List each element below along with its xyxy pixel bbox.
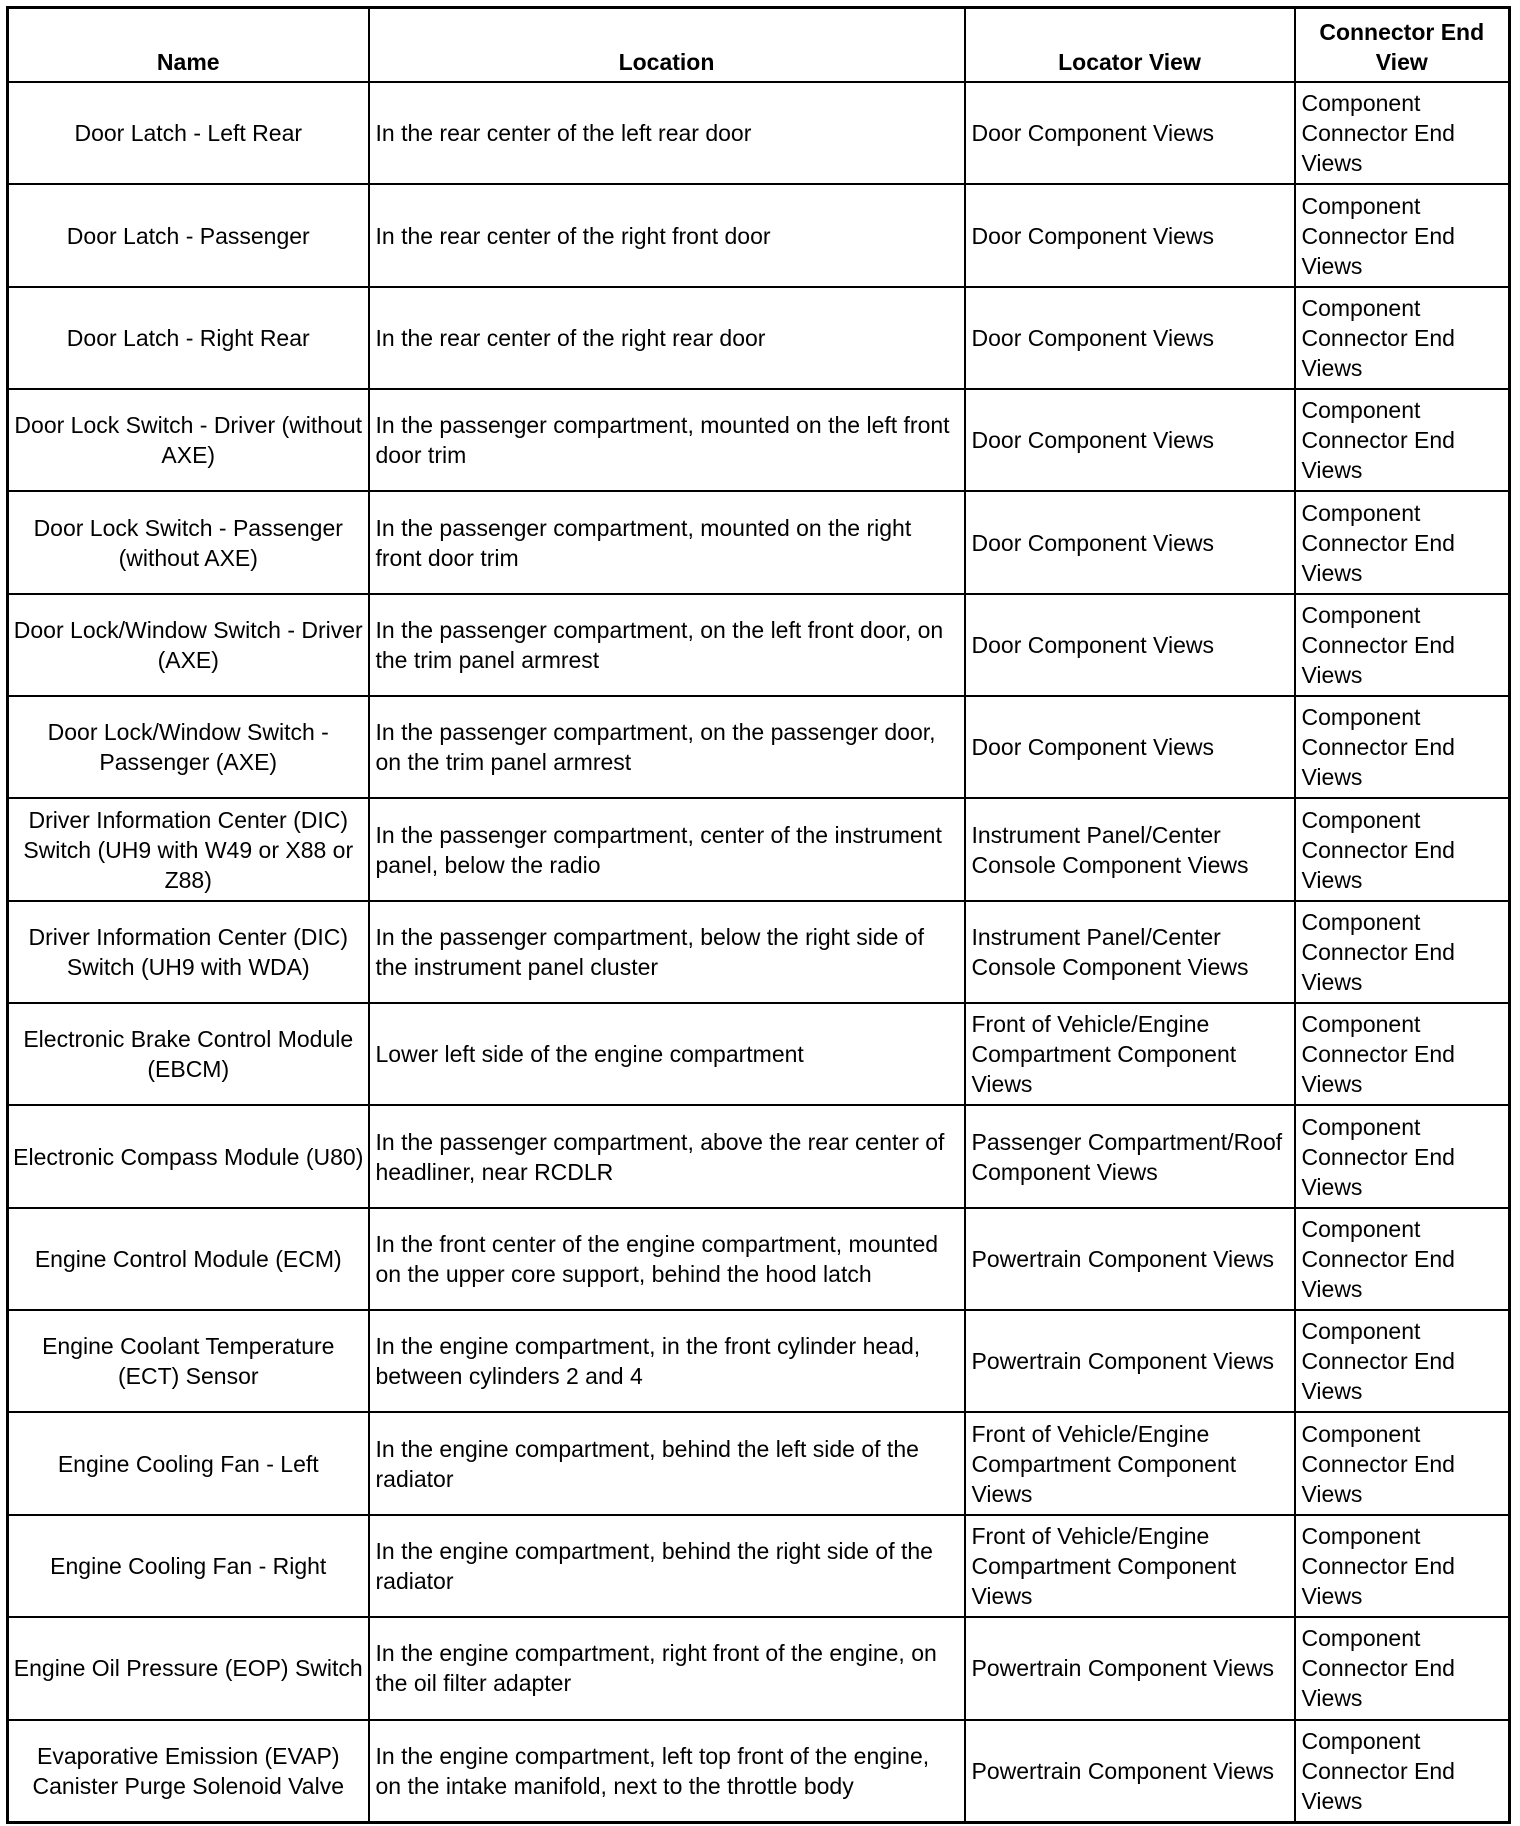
locator-view-cell: Door Component Views (963, 80, 1296, 186)
locator-view-cell: Powertrain Component Views (963, 1718, 1296, 1824)
connector-end-view-cell: Component Connector End Views (1293, 1718, 1511, 1824)
component-name-cell: Door Latch - Left Rear (6, 80, 370, 186)
locator-view-cell: Door Component Views (963, 695, 1296, 800)
location-cell: In the passenger compartment, mounted on… (367, 388, 966, 493)
table-row: Engine Coolant Temperature (ECT) Sensor I… (6, 1309, 1511, 1414)
location-cell: In the engine compartment, left top fron… (367, 1718, 966, 1824)
table-row: Engine Oil Pressure (EOP) Switch In the e… (6, 1616, 1511, 1721)
connector-end-view-cell: Component Connector End Views (1293, 1309, 1511, 1414)
location-cell: In the passenger compartment, center of … (367, 797, 966, 902)
connector-end-view-cell: Component Connector End Views (1293, 899, 1511, 1005)
table-row: Door Latch - Left Rear In the rear center… (6, 80, 1511, 186)
locator-view-cell: Passenger Compartment/Roof Component Vie… (963, 1104, 1296, 1209)
component-name-cell: Engine Cooling Fan - Left (6, 1411, 370, 1516)
location-cell: In the engine compartment, behind the ri… (367, 1513, 966, 1619)
locator-view-cell: Front of Vehicle/Engine Compartment Comp… (963, 1513, 1296, 1619)
location-cell: Lower left side of the engine compartmen… (367, 1002, 966, 1107)
connector-end-view-cell: Component Connector End Views (1293, 1104, 1511, 1209)
table-row: Engine Control Module (ECM) In the front … (6, 1206, 1511, 1312)
component-name-cell: Driver Information Center (DIC) Switch (… (6, 899, 370, 1005)
location-cell: In the passenger compartment, above the … (367, 1104, 966, 1209)
header-name: Name (6, 6, 370, 83)
locator-view-cell: Instrument Panel/Center Console Componen… (963, 899, 1296, 1005)
locator-view-cell: Door Component Views (963, 388, 1296, 493)
component-name-cell: Engine Control Module (ECM) (6, 1206, 370, 1312)
header-row: Name Location Locator View Connector End… (6, 6, 1511, 83)
table-row: Door Latch - Passenger In the rear center… (6, 183, 1511, 288)
connector-end-view-cell: Component Connector End Views (1293, 1616, 1511, 1721)
component-name-cell: Door Latch - Right Rear (6, 285, 370, 391)
table-row: Door Lock Switch - Passenger (without AX… (6, 490, 1511, 595)
table-row: Door Lock Switch - Driver (without AXE) I… (6, 388, 1511, 493)
locator-view-cell: Powertrain Component Views (963, 1616, 1296, 1721)
connector-end-view-cell: Component Connector End Views (1293, 695, 1511, 800)
location-cell: In the passenger compartment, on the pas… (367, 695, 966, 800)
locator-view-cell: Powertrain Component Views (963, 1309, 1296, 1414)
component-name-cell: Door Lock/Window Switch - Passenger (AXE… (6, 695, 370, 800)
component-name-cell: Electronic Brake Control Module (EBCM) (6, 1002, 370, 1107)
component-name-cell: Engine Oil Pressure (EOP) Switch (6, 1616, 370, 1721)
connector-end-view-cell: Component Connector End Views (1293, 1411, 1511, 1516)
component-name-cell: Electronic Compass Module (U80) (6, 1104, 370, 1209)
locator-view-cell: Front of Vehicle/Engine Compartment Comp… (963, 1411, 1296, 1516)
component-name-cell: Driver Information Center (DIC) Switch (… (6, 797, 370, 902)
connector-end-view-cell: Component Connector End Views (1293, 80, 1511, 186)
table-row: Electronic Brake Control Module (EBCM) Lo… (6, 1002, 1511, 1107)
component-name-cell: Door Lock/Window Switch - Driver (AXE) (6, 592, 370, 698)
component-locator-table: Name Location Locator View Connector End… (6, 6, 1511, 1824)
location-cell: In the rear center of the right front do… (367, 183, 966, 288)
locator-view-cell: Instrument Panel/Center Console Componen… (963, 797, 1296, 902)
header-location: Location (367, 6, 966, 83)
locator-view-cell: Door Component Views (963, 183, 1296, 288)
location-cell: In the engine compartment, in the front … (367, 1309, 966, 1414)
location-cell: In the passenger compartment, below the … (367, 899, 966, 1005)
connector-end-view-cell: Component Connector End Views (1293, 1206, 1511, 1312)
component-name-cell: Door Latch - Passenger (6, 183, 370, 288)
table-row: Engine Cooling Fan - Right In the engine … (6, 1513, 1511, 1619)
table-row: Evaporative Emission (EVAP) Canister Pur… (6, 1718, 1511, 1824)
location-cell: In the engine compartment, behind the le… (367, 1411, 966, 1516)
connector-end-view-cell: Component Connector End Views (1293, 490, 1511, 595)
component-name-cell: Door Lock Switch - Driver (without AXE) (6, 388, 370, 493)
location-cell: In the rear center of the right rear doo… (367, 285, 966, 391)
table-row: Door Lock/Window Switch - Driver (AXE) In… (6, 592, 1511, 698)
table-row: Driver Information Center (DIC) Switch (… (6, 899, 1511, 1005)
connector-end-view-cell: Component Connector End Views (1293, 1002, 1511, 1107)
location-cell: In the passenger compartment, on the lef… (367, 592, 966, 698)
locator-view-cell: Door Component Views (963, 592, 1296, 698)
connector-end-view-cell: Component Connector End Views (1293, 592, 1511, 698)
location-cell: In the rear center of the left rear door (367, 80, 966, 186)
connector-end-view-cell: Component Connector End Views (1293, 1513, 1511, 1619)
table-row: Engine Cooling Fan - Left In the engine c… (6, 1411, 1511, 1516)
connector-end-view-cell: Component Connector End Views (1293, 183, 1511, 288)
component-name-cell: Door Lock Switch - Passenger (without AX… (6, 490, 370, 595)
location-cell: In the front center of the engine compar… (367, 1206, 966, 1312)
table-row: Door Lock/Window Switch - Passenger (AXE… (6, 695, 1511, 800)
table-row: Driver Information Center (DIC) Switch (… (6, 797, 1511, 902)
connector-end-view-cell: Component Connector End Views (1293, 388, 1511, 493)
table-row: Electronic Compass Module (U80) In the pa… (6, 1104, 1511, 1209)
connector-end-view-cell: Component Connector End Views (1293, 285, 1511, 391)
component-name-cell: Engine Cooling Fan - Right (6, 1513, 370, 1619)
locator-view-cell: Powertrain Component Views (963, 1206, 1296, 1312)
table-row: Door Latch - Right Rear In the rear cente… (6, 285, 1511, 391)
component-name-cell: Engine Coolant Temperature (ECT) Sensor (6, 1309, 370, 1414)
locator-view-cell: Door Component Views (963, 490, 1296, 595)
component-name-cell: Evaporative Emission (EVAP) Canister Pur… (6, 1718, 370, 1824)
header-locator-view: Locator View (963, 6, 1296, 83)
locator-view-cell: Door Component Views (963, 285, 1296, 391)
header-connector-end-view: Connector End View (1293, 6, 1511, 83)
location-cell: In the engine compartment, right front o… (367, 1616, 966, 1721)
locator-view-cell: Front of Vehicle/Engine Compartment Comp… (963, 1002, 1296, 1107)
location-cell: In the passenger compartment, mounted on… (367, 490, 966, 595)
connector-end-view-cell: Component Connector End Views (1293, 797, 1511, 902)
